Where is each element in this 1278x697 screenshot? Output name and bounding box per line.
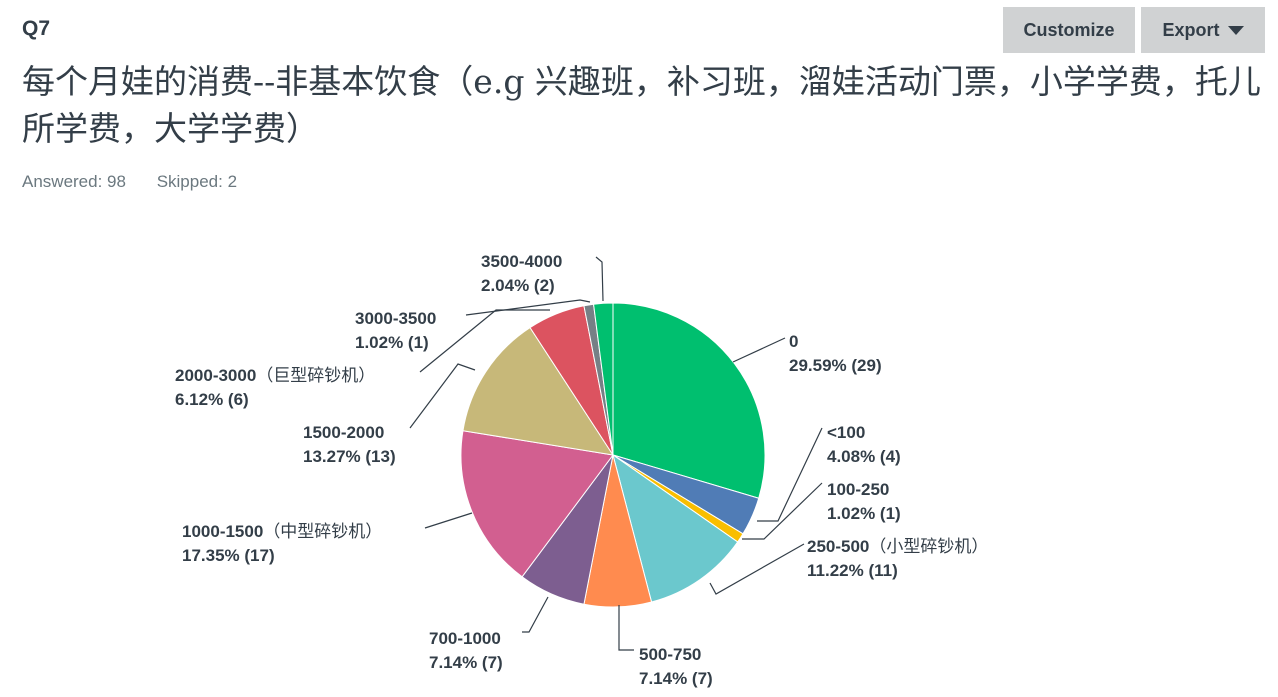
answered-count: Answered: 98 bbox=[22, 172, 126, 191]
skipped-count: Skipped: 2 bbox=[156, 172, 238, 191]
slice-percent-7: 13.27% (13) bbox=[303, 447, 396, 466]
pie-slice-3[interactable] bbox=[612, 453, 739, 603]
leader-line-1 bbox=[757, 427, 823, 522]
slice-percent-2: 1.02% (1) bbox=[827, 504, 901, 523]
slice-label-4: 500-750 bbox=[639, 645, 701, 664]
slice-label-7: 1500-2000 bbox=[303, 423, 384, 442]
leader-line-9 bbox=[465, 299, 591, 316]
leader-line-5 bbox=[522, 596, 549, 633]
slice-label-10: 3500-4000 bbox=[481, 252, 562, 271]
question-title: 每个月娃的消费--非基本饮食（e.g 兴趣班，补习班，溜娃活动门票，小学学费，托… bbox=[22, 62, 1261, 148]
slice-percent-10: 2.04% (2) bbox=[481, 276, 555, 295]
slice-label-1: <100 bbox=[827, 423, 865, 442]
leader-line-6 bbox=[424, 512, 473, 529]
slice-percent-8: 6.12% (6) bbox=[175, 390, 249, 409]
slice-label-5: 700-1000 bbox=[429, 629, 501, 648]
leader-line-2 bbox=[742, 482, 823, 540]
leader-line-3 bbox=[709, 543, 805, 595]
export-label: Export bbox=[1162, 19, 1220, 40]
slice-label-2: 100-250 bbox=[827, 480, 889, 499]
customize-button[interactable]: Customize bbox=[1003, 7, 1135, 53]
slice-percent-9: 1.02% (1) bbox=[355, 333, 429, 352]
slice-percent-5: 7.14% (7) bbox=[429, 653, 503, 672]
pie-slice-7[interactable] bbox=[462, 326, 615, 456]
leader-line-7 bbox=[409, 363, 476, 429]
leader-line-4 bbox=[618, 605, 634, 651]
leader-line-0 bbox=[732, 337, 786, 363]
slice-percent-0: 29.59% (29) bbox=[789, 356, 882, 375]
slice-percent-3: 11.22% (11) bbox=[807, 561, 898, 580]
slice-label-6: 1000-1500（中型碎钞机） bbox=[182, 522, 382, 541]
slice-label-0: 0 bbox=[789, 332, 798, 351]
export-button[interactable]: Export bbox=[1141, 7, 1265, 53]
slice-label-9: 3000-3500 bbox=[355, 309, 436, 328]
customize-label: Customize bbox=[1023, 19, 1115, 40]
pie-slice-0[interactable] bbox=[612, 302, 766, 499]
pie-slice-6[interactable] bbox=[460, 430, 614, 578]
response-stats: Answered: 98 Skipped: 2 bbox=[22, 172, 263, 192]
leader-line-8 bbox=[419, 309, 550, 373]
slice-label-8: 2000-3000（巨型碎钞机） bbox=[175, 366, 375, 385]
pie-slice-10[interactable] bbox=[593, 302, 614, 456]
slice-label-3: 250-500（小型碎钞机） bbox=[807, 537, 988, 556]
question-number: Q7 bbox=[22, 17, 51, 40]
slice-percent-6: 17.35% (17) bbox=[182, 546, 275, 565]
slice-percent-4: 7.14% (7) bbox=[639, 669, 713, 688]
leader-line-10 bbox=[595, 256, 604, 302]
caret-down-icon bbox=[1227, 25, 1244, 35]
slice-percent-1: 4.08% (4) bbox=[827, 447, 901, 466]
